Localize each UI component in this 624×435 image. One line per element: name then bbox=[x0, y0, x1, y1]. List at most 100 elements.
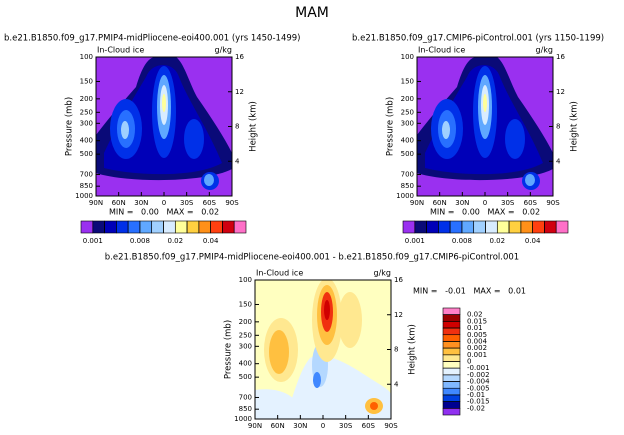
colorbar-box bbox=[442, 374, 461, 382]
colorbar-box bbox=[496, 220, 510, 234]
colorbar-label: -0.01 bbox=[467, 391, 485, 399]
colorbar-box bbox=[485, 220, 498, 234]
y-tick-label: 850 bbox=[401, 182, 414, 190]
colorbar-box bbox=[414, 220, 427, 234]
y-tick-label: 100 bbox=[239, 276, 252, 284]
y2-tick-label: 4 bbox=[235, 157, 240, 165]
y2-tick-label: 8 bbox=[556, 123, 560, 131]
y2-tick-label: 12 bbox=[556, 88, 565, 96]
y2-axis-label: Height (km) bbox=[570, 101, 580, 152]
subtitle-right: g/kg bbox=[536, 46, 553, 55]
y2-tick-label: 16 bbox=[235, 53, 244, 61]
stats: MIN = 0.00 MAX = 0.02 bbox=[109, 208, 219, 217]
x-tick-label: 90S bbox=[225, 199, 239, 207]
colorbar-box bbox=[555, 220, 569, 234]
x-tick-label: 60N bbox=[433, 199, 447, 207]
colorbar-box bbox=[442, 381, 461, 389]
subtitle-left: In-Cloud ice bbox=[256, 269, 303, 278]
colorbar-box bbox=[532, 220, 545, 234]
colorbar-box bbox=[442, 361, 461, 369]
y-tick-label: 150 bbox=[239, 300, 252, 308]
contour-field bbox=[255, 278, 391, 419]
colorbar-box bbox=[426, 220, 439, 234]
y-tick-label: 150 bbox=[80, 77, 93, 85]
colorbar-box bbox=[442, 321, 461, 329]
colorbar-box bbox=[508, 220, 522, 234]
y-tick-label: 700 bbox=[401, 170, 414, 178]
y-tick-label: 850 bbox=[80, 182, 93, 190]
panel-title: b.e21.B1850.f09_g17.CMIP6-piControl.001 … bbox=[352, 34, 604, 44]
y-tick-label: 100 bbox=[401, 53, 414, 61]
x-tick-label: 60N bbox=[271, 422, 285, 430]
colorbar-label: -0.001 bbox=[467, 364, 490, 372]
colorbar-label: 0.002 bbox=[467, 344, 487, 352]
colorbar-label: 0.04 bbox=[525, 237, 541, 245]
y-tick-label: 150 bbox=[401, 77, 414, 85]
colorbar-box bbox=[139, 220, 153, 234]
colorbar-box bbox=[104, 220, 117, 234]
stats: MIN = -0.01 MAX = 0.01 bbox=[413, 287, 526, 296]
colorbar-label: 0.008 bbox=[130, 237, 150, 245]
y-tick-label: 1000 bbox=[396, 192, 414, 200]
x-tick-label: 90S bbox=[384, 422, 398, 430]
y-tick-label: 300 bbox=[80, 119, 93, 127]
contour-field bbox=[96, 57, 232, 196]
y2-tick-label: 4 bbox=[394, 380, 399, 388]
colorbar-label: 0.001 bbox=[405, 237, 425, 245]
y2-axis-label: Height (km) bbox=[249, 101, 259, 152]
x-tick-label: 30N bbox=[293, 422, 307, 430]
subtitle-left: In-Cloud ice bbox=[97, 46, 144, 55]
y2-tick-label: 16 bbox=[394, 276, 403, 284]
colorbar-box bbox=[442, 401, 461, 409]
y2-tick-label: 12 bbox=[394, 311, 403, 319]
colorbar-box bbox=[92, 220, 105, 234]
y-axis-label: Pressure (mb) bbox=[65, 97, 75, 156]
colorbar-box bbox=[449, 220, 463, 234]
y-tick-label: 250 bbox=[80, 108, 93, 116]
colorbar-box bbox=[442, 354, 461, 362]
panel-title: b.e21.B1850.f09_g17.PMIP4-midPliocene-eo… bbox=[4, 34, 300, 44]
colorbar-box bbox=[520, 220, 533, 234]
x-tick-label: 0 bbox=[162, 199, 166, 207]
x-tick-label: 90N bbox=[89, 199, 103, 207]
y2-tick-label: 12 bbox=[235, 88, 244, 96]
y-tick-label: 200 bbox=[80, 95, 93, 103]
x-tick-label: 90N bbox=[410, 199, 424, 207]
y2-tick-label: 8 bbox=[394, 346, 398, 354]
colorbar-label: 0 bbox=[467, 358, 471, 366]
colorbar-box bbox=[198, 220, 211, 234]
y2-tick-label: 8 bbox=[235, 123, 239, 131]
y-tick-label: 300 bbox=[239, 342, 252, 350]
colorbar-box bbox=[442, 334, 461, 342]
colorbar-label: 0.04 bbox=[203, 237, 219, 245]
y-tick-label: 1000 bbox=[234, 415, 252, 423]
colorbar-box bbox=[186, 220, 200, 234]
y2-tick-label: 4 bbox=[556, 157, 561, 165]
y-tick-label: 400 bbox=[401, 137, 414, 145]
y-tick-label: 500 bbox=[239, 373, 252, 381]
x-tick-label: 90S bbox=[546, 199, 560, 207]
colorbar-box bbox=[174, 220, 188, 234]
contour-field bbox=[417, 57, 553, 196]
colorbar-box bbox=[442, 341, 461, 349]
colorbar-label: -0.015 bbox=[467, 398, 490, 406]
colorbar-label: 0.02 bbox=[167, 237, 183, 245]
x-tick-label: 60N bbox=[112, 199, 126, 207]
x-tick-label: 30N bbox=[455, 199, 469, 207]
y-tick-label: 400 bbox=[239, 360, 252, 368]
x-tick-label: 60S bbox=[362, 422, 376, 430]
x-tick-label: 30S bbox=[339, 422, 353, 430]
y-tick-label: 200 bbox=[401, 95, 414, 103]
colorbar-label: -0.002 bbox=[467, 371, 490, 379]
colorbar-box bbox=[222, 220, 235, 234]
colorbar-box bbox=[442, 387, 461, 396]
colorbar-box bbox=[442, 408, 461, 416]
colorbar-box bbox=[442, 347, 461, 356]
stats: MIN = 0.00 MAX = 0.02 bbox=[430, 208, 540, 217]
colorbar-label: 0.015 bbox=[467, 317, 487, 325]
y-tick-label: 100 bbox=[80, 53, 93, 61]
subtitle-left: In-Cloud ice bbox=[418, 46, 465, 55]
colorbar-box bbox=[210, 220, 223, 234]
y-tick-label: 250 bbox=[401, 108, 414, 116]
